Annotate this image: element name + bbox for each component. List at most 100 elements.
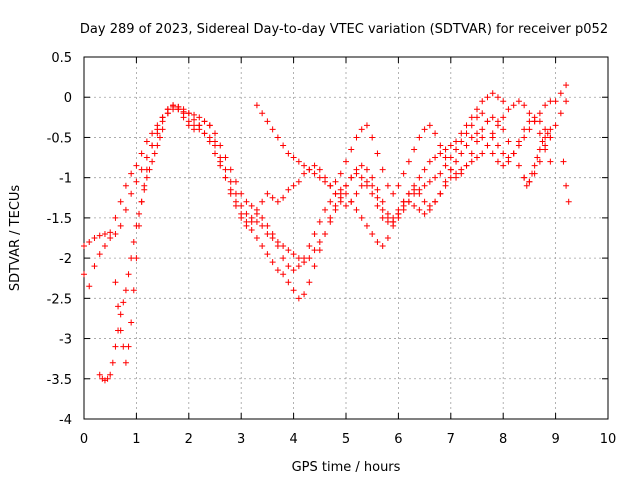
data-point <box>301 162 308 169</box>
data-point <box>191 116 198 123</box>
data-point <box>322 206 329 213</box>
data-point <box>196 114 203 121</box>
data-point <box>311 230 318 237</box>
data-point <box>405 190 412 197</box>
data-point <box>374 186 381 193</box>
data-point <box>542 102 549 109</box>
data-point <box>232 178 239 185</box>
data-point <box>86 283 93 290</box>
y-tick-label: -3 <box>59 333 72 348</box>
data-point <box>196 122 203 129</box>
data-point <box>565 198 572 205</box>
data-point <box>290 267 297 274</box>
data-point <box>316 239 323 246</box>
data-point <box>290 182 297 189</box>
data-point <box>133 255 140 262</box>
data-point <box>343 158 349 165</box>
data-point <box>515 98 522 105</box>
data-point <box>411 146 418 153</box>
data-point <box>515 138 522 145</box>
series-track-4 <box>112 102 554 366</box>
data-point <box>369 190 376 197</box>
data-point <box>474 154 480 161</box>
axis-ticks <box>83 56 609 420</box>
data-point <box>489 130 496 137</box>
data-point <box>136 222 143 229</box>
data-point <box>369 174 376 181</box>
data-point <box>248 214 255 221</box>
data-point <box>96 251 103 258</box>
data-marks <box>81 82 572 384</box>
data-point <box>526 178 533 185</box>
data-point <box>416 134 423 141</box>
data-point <box>447 166 454 173</box>
data-point <box>337 186 344 193</box>
data-point <box>217 142 224 149</box>
data-point <box>141 182 148 189</box>
x-tick-label: 9 <box>551 432 559 447</box>
data-point <box>143 166 150 173</box>
data-point <box>285 150 292 157</box>
y-tick-label: -3.5 <box>47 373 72 388</box>
data-point <box>405 158 412 165</box>
data-point <box>563 82 570 89</box>
series-track-5 <box>253 98 570 197</box>
data-point <box>311 247 318 254</box>
data-point <box>238 190 245 197</box>
data-point <box>390 214 397 221</box>
data-point <box>523 182 530 189</box>
data-point <box>295 255 302 262</box>
x-tick-label: 8 <box>499 432 507 447</box>
data-point <box>191 126 198 133</box>
data-point <box>379 243 386 250</box>
data-point <box>269 259 276 266</box>
data-point <box>547 126 554 133</box>
data-point <box>274 243 281 250</box>
data-point <box>416 206 423 213</box>
data-point <box>332 190 339 197</box>
data-point <box>125 271 132 278</box>
data-point <box>154 126 161 133</box>
data-point <box>531 162 538 169</box>
data-point <box>432 174 439 181</box>
data-point <box>122 287 129 294</box>
y-tick-label: -2.5 <box>47 292 72 307</box>
data-point <box>138 166 145 173</box>
data-point <box>526 126 533 133</box>
y-tick-label: -4 <box>59 413 72 428</box>
data-point <box>343 182 349 189</box>
data-point <box>107 371 114 378</box>
data-point <box>232 190 239 197</box>
data-point <box>264 190 271 197</box>
data-point <box>306 279 313 286</box>
data-point <box>101 243 108 250</box>
data-point <box>369 134 376 141</box>
data-point <box>542 146 549 153</box>
data-point <box>479 98 486 105</box>
data-point <box>280 243 287 250</box>
data-point <box>521 126 528 133</box>
data-point <box>536 146 543 153</box>
data-point <box>295 295 302 302</box>
data-point <box>421 166 428 173</box>
data-point <box>500 150 507 157</box>
data-point <box>227 166 234 173</box>
data-point <box>217 154 224 161</box>
data-point <box>379 166 386 173</box>
data-point <box>552 98 559 105</box>
data-point <box>536 158 543 165</box>
data-point <box>206 122 213 129</box>
data-point <box>468 114 475 121</box>
data-point <box>259 222 266 229</box>
data-point <box>542 126 549 133</box>
data-point <box>363 166 370 173</box>
data-point <box>505 106 512 113</box>
data-point <box>358 126 365 133</box>
data-point <box>337 170 344 177</box>
x-tick-label: 2 <box>185 432 193 447</box>
data-point <box>253 102 260 109</box>
data-point <box>458 170 465 177</box>
data-point <box>156 134 163 141</box>
data-point <box>280 255 287 262</box>
